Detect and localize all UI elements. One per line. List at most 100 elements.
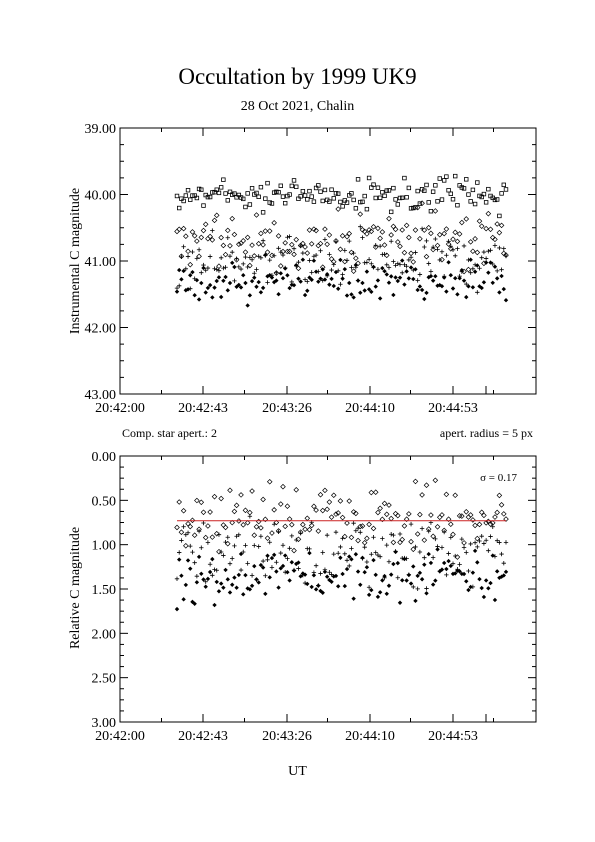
data-point [298, 574, 303, 579]
data-point [411, 205, 416, 211]
data-point [490, 280, 495, 285]
data-point [497, 540, 502, 545]
data-point [234, 195, 239, 200]
data-point [285, 556, 290, 561]
data-point [225, 577, 230, 582]
data-point [383, 511, 390, 518]
data-point [391, 292, 396, 298]
data-point [192, 193, 197, 198]
data-point [358, 224, 363, 229]
data-point [446, 239, 451, 244]
x-tick-label: 20:42:43 [178, 401, 228, 416]
y-tick-label: 2.50 [92, 672, 117, 687]
data-point [194, 497, 200, 504]
data-point [478, 223, 485, 229]
data-point [494, 268, 500, 274]
data-point [280, 563, 286, 569]
data-point [227, 242, 233, 249]
chart-subtitle: 28 Oct 2021, Chalin [240, 99, 355, 114]
data-point [423, 482, 430, 489]
data-point [391, 532, 396, 538]
data-point [408, 250, 414, 257]
data-point [479, 285, 484, 291]
data-point [294, 184, 299, 189]
data-point [454, 238, 461, 245]
data-point [443, 491, 450, 498]
data-point [291, 547, 297, 554]
data-point [455, 246, 460, 251]
data-point [203, 579, 208, 584]
data-point [191, 232, 198, 239]
data-point [400, 258, 405, 263]
data-point [439, 283, 445, 289]
data-point [278, 249, 283, 255]
data-point [492, 514, 498, 520]
data-point [350, 268, 357, 274]
data-point [366, 257, 372, 262]
data-point [320, 267, 325, 272]
data-point [278, 550, 283, 556]
data-point [189, 517, 196, 524]
data-point [351, 596, 356, 601]
data-point [373, 284, 378, 289]
data-point [313, 507, 319, 513]
data-point [271, 253, 277, 258]
data-point [313, 587, 319, 592]
data-point [333, 239, 339, 245]
data-point [351, 295, 356, 300]
data-point [448, 244, 453, 249]
data-point [294, 262, 299, 268]
data-point [430, 582, 436, 587]
data-point [230, 192, 235, 197]
data-point [435, 547, 440, 552]
data-point [258, 255, 264, 261]
data-point [406, 257, 412, 263]
data-point [400, 578, 405, 583]
data-point [280, 543, 286, 548]
data-point [375, 594, 381, 600]
data-point [477, 576, 482, 582]
data-point [494, 569, 500, 574]
data-point [486, 270, 491, 275]
data-point [337, 498, 344, 504]
data-point [199, 545, 204, 550]
data-point [242, 249, 249, 255]
data-point [430, 189, 436, 194]
data-point [470, 266, 476, 272]
data-point [245, 191, 250, 196]
data-point [190, 249, 195, 255]
data-point [481, 541, 487, 546]
data-point [373, 195, 378, 201]
data-point [269, 530, 275, 536]
chart-title: Occultation by 1999 UK9 [178, 64, 417, 89]
data-point [448, 245, 454, 252]
data-point [311, 258, 317, 263]
data-point [338, 199, 343, 205]
data-point [388, 239, 394, 244]
data-point [249, 488, 255, 494]
data-point [322, 237, 328, 242]
data-point [386, 215, 392, 222]
data-point [227, 280, 233, 286]
data-point [349, 546, 354, 551]
data-point [355, 260, 361, 267]
data-point [311, 503, 317, 510]
data-point [256, 544, 261, 549]
data-point [236, 518, 242, 524]
data-point [344, 566, 350, 572]
data-point [477, 193, 482, 199]
data-point [298, 194, 303, 199]
data-point [300, 257, 306, 262]
data-point [472, 201, 478, 207]
data-point [236, 264, 242, 270]
data-point [258, 534, 264, 539]
data-point [481, 512, 487, 519]
data-point [298, 243, 303, 249]
data-point [214, 278, 219, 284]
data-point [359, 523, 366, 529]
data-point [497, 290, 502, 295]
data-point [411, 276, 416, 282]
data-point [450, 197, 456, 202]
data-point [412, 227, 419, 233]
y-tick-label: 43.00 [85, 388, 117, 403]
